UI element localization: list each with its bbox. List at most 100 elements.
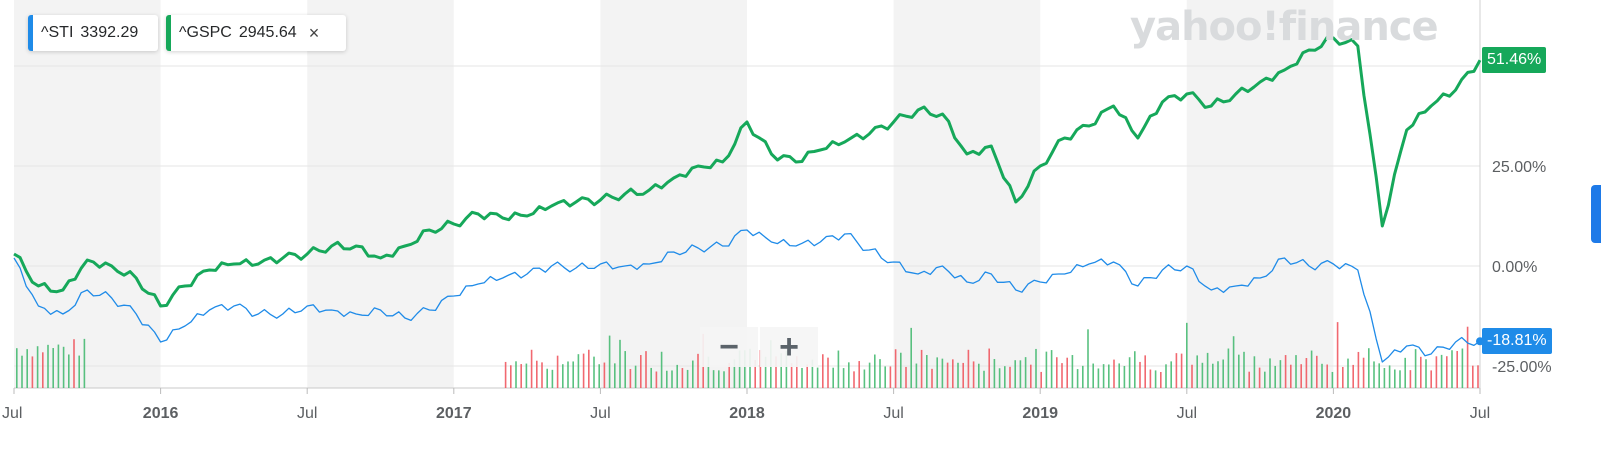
- volume-bar: [962, 362, 964, 388]
- volume-bar: [957, 362, 959, 388]
- close-icon[interactable]: ×: [308, 22, 320, 43]
- volume-bar: [1118, 363, 1120, 388]
- volume-bar: [759, 350, 762, 388]
- volume-bar: [26, 349, 28, 388]
- volume-bar: [1040, 371, 1042, 388]
- volume-bar: [1014, 360, 1016, 388]
- volume-bar: [1446, 356, 1448, 388]
- volume-bar: [853, 371, 855, 388]
- volume-bar: [910, 327, 912, 388]
- volume-bar: [879, 359, 881, 388]
- volume-bar: [806, 364, 808, 388]
- volume-bar: [718, 370, 720, 388]
- y-axis: 25.00% 0.00% -25.00%: [1492, 159, 1552, 376]
- x-tick-label: 2018: [729, 405, 765, 422]
- x-axis: Jul 2016 Jul 2017 Jul 2018 Jul 2019 Jul 2020 Jul: [2, 388, 1490, 422]
- volume-bar: [889, 366, 892, 388]
- volume-bar: [1414, 349, 1417, 388]
- gspc-last-value: 51.46%: [1487, 51, 1542, 69]
- volume-bar: [1435, 356, 1438, 388]
- gspc-last-value-badge: 51.46%: [1482, 47, 1547, 74]
- volume-bar: [1461, 348, 1464, 388]
- volume-bar: [1451, 350, 1453, 388]
- volume-bar: [546, 368, 548, 388]
- x-tick-label: 2016: [143, 405, 179, 422]
- volume-bar: [801, 367, 803, 388]
- x-tick-label: 2019: [1022, 405, 1058, 422]
- volume-bar: [946, 362, 949, 388]
- volume-bar: [83, 338, 86, 388]
- volume-bar: [1430, 370, 1432, 388]
- volume-bar: [1399, 370, 1401, 388]
- volume-bar: [1284, 355, 1287, 388]
- x-tick-label: Jul: [1177, 405, 1197, 422]
- volume-bar: [1128, 357, 1131, 388]
- volume-bar: [816, 367, 819, 388]
- volume-bar: [1347, 358, 1349, 388]
- volume-bar: [541, 362, 543, 388]
- volume-bar: [1420, 356, 1422, 388]
- volume-bar: [1253, 356, 1256, 388]
- volume-bar: [593, 356, 595, 388]
- volume-bar: [1139, 361, 1141, 388]
- volume-bar: [1087, 329, 1089, 388]
- volume-bar: [1352, 364, 1354, 388]
- volume-bar: [1035, 348, 1037, 388]
- volume-bar: [983, 370, 985, 388]
- volume-bar: [681, 368, 684, 388]
- volume-bar: [1258, 367, 1261, 388]
- volume-bar: [827, 357, 829, 388]
- volume-bar: [1076, 369, 1079, 388]
- volume-bar: [1243, 351, 1245, 388]
- volume-bar: [645, 351, 647, 388]
- volume-bar: [1477, 365, 1479, 388]
- volume-bar: [790, 363, 793, 388]
- volume-bar: [1336, 322, 1339, 388]
- volume-bar: [733, 359, 736, 388]
- volume-bar: [36, 346, 39, 388]
- volume-bar: [562, 364, 564, 388]
- volume-bar: [868, 362, 871, 388]
- legend-chip-sti[interactable]: ^STI 3392.29: [28, 15, 158, 51]
- volume-bar: [1170, 361, 1172, 388]
- volume-bar: [1466, 326, 1469, 388]
- volume-bar: [1342, 366, 1344, 388]
- volume-bar: [1227, 348, 1230, 388]
- volume-bar: [1373, 361, 1375, 388]
- volume-bar: [1201, 362, 1204, 388]
- volume-bar: [780, 353, 782, 388]
- volume-bar: [666, 370, 668, 388]
- volume-bar: [551, 369, 554, 388]
- volume-bar: [988, 348, 990, 388]
- volume-bar: [894, 349, 897, 388]
- volume-bar: [78, 355, 80, 388]
- volume-bar: [1206, 352, 1209, 388]
- volume-bar: [1165, 364, 1167, 388]
- legend-chip-gspc[interactable]: ^GSPC 2945.64 ×: [166, 15, 346, 51]
- x-tick-label: 2020: [1316, 405, 1352, 422]
- volume-bar: [21, 355, 23, 388]
- x-tick-label: Jul: [297, 405, 317, 422]
- volume-bar: [967, 349, 970, 388]
- volume-bar: [1409, 370, 1412, 388]
- volume-bar: [1082, 365, 1084, 388]
- volume-bar: [764, 356, 767, 388]
- volume-bar: [504, 361, 507, 388]
- volume-bar: [811, 359, 814, 388]
- volume-bar: [900, 352, 902, 388]
- volume-bar: [1300, 364, 1302, 388]
- volume-bar: [1113, 359, 1115, 388]
- zoom-out-button[interactable]: −: [700, 327, 758, 367]
- volume-bar: [1191, 364, 1193, 388]
- volume-bar: [31, 356, 34, 388]
- volume-bar: [42, 352, 44, 388]
- volume-bar: [1212, 363, 1214, 388]
- volume-bar: [598, 364, 600, 388]
- volume-bar: [619, 339, 621, 388]
- zoom-in-button[interactable]: +: [760, 327, 818, 367]
- side-panel-tab[interactable]: [1591, 185, 1601, 243]
- volume-bar: [822, 354, 824, 388]
- volume-bar: [785, 350, 788, 388]
- legend-symbol-gspc: ^GSPC: [179, 24, 232, 41]
